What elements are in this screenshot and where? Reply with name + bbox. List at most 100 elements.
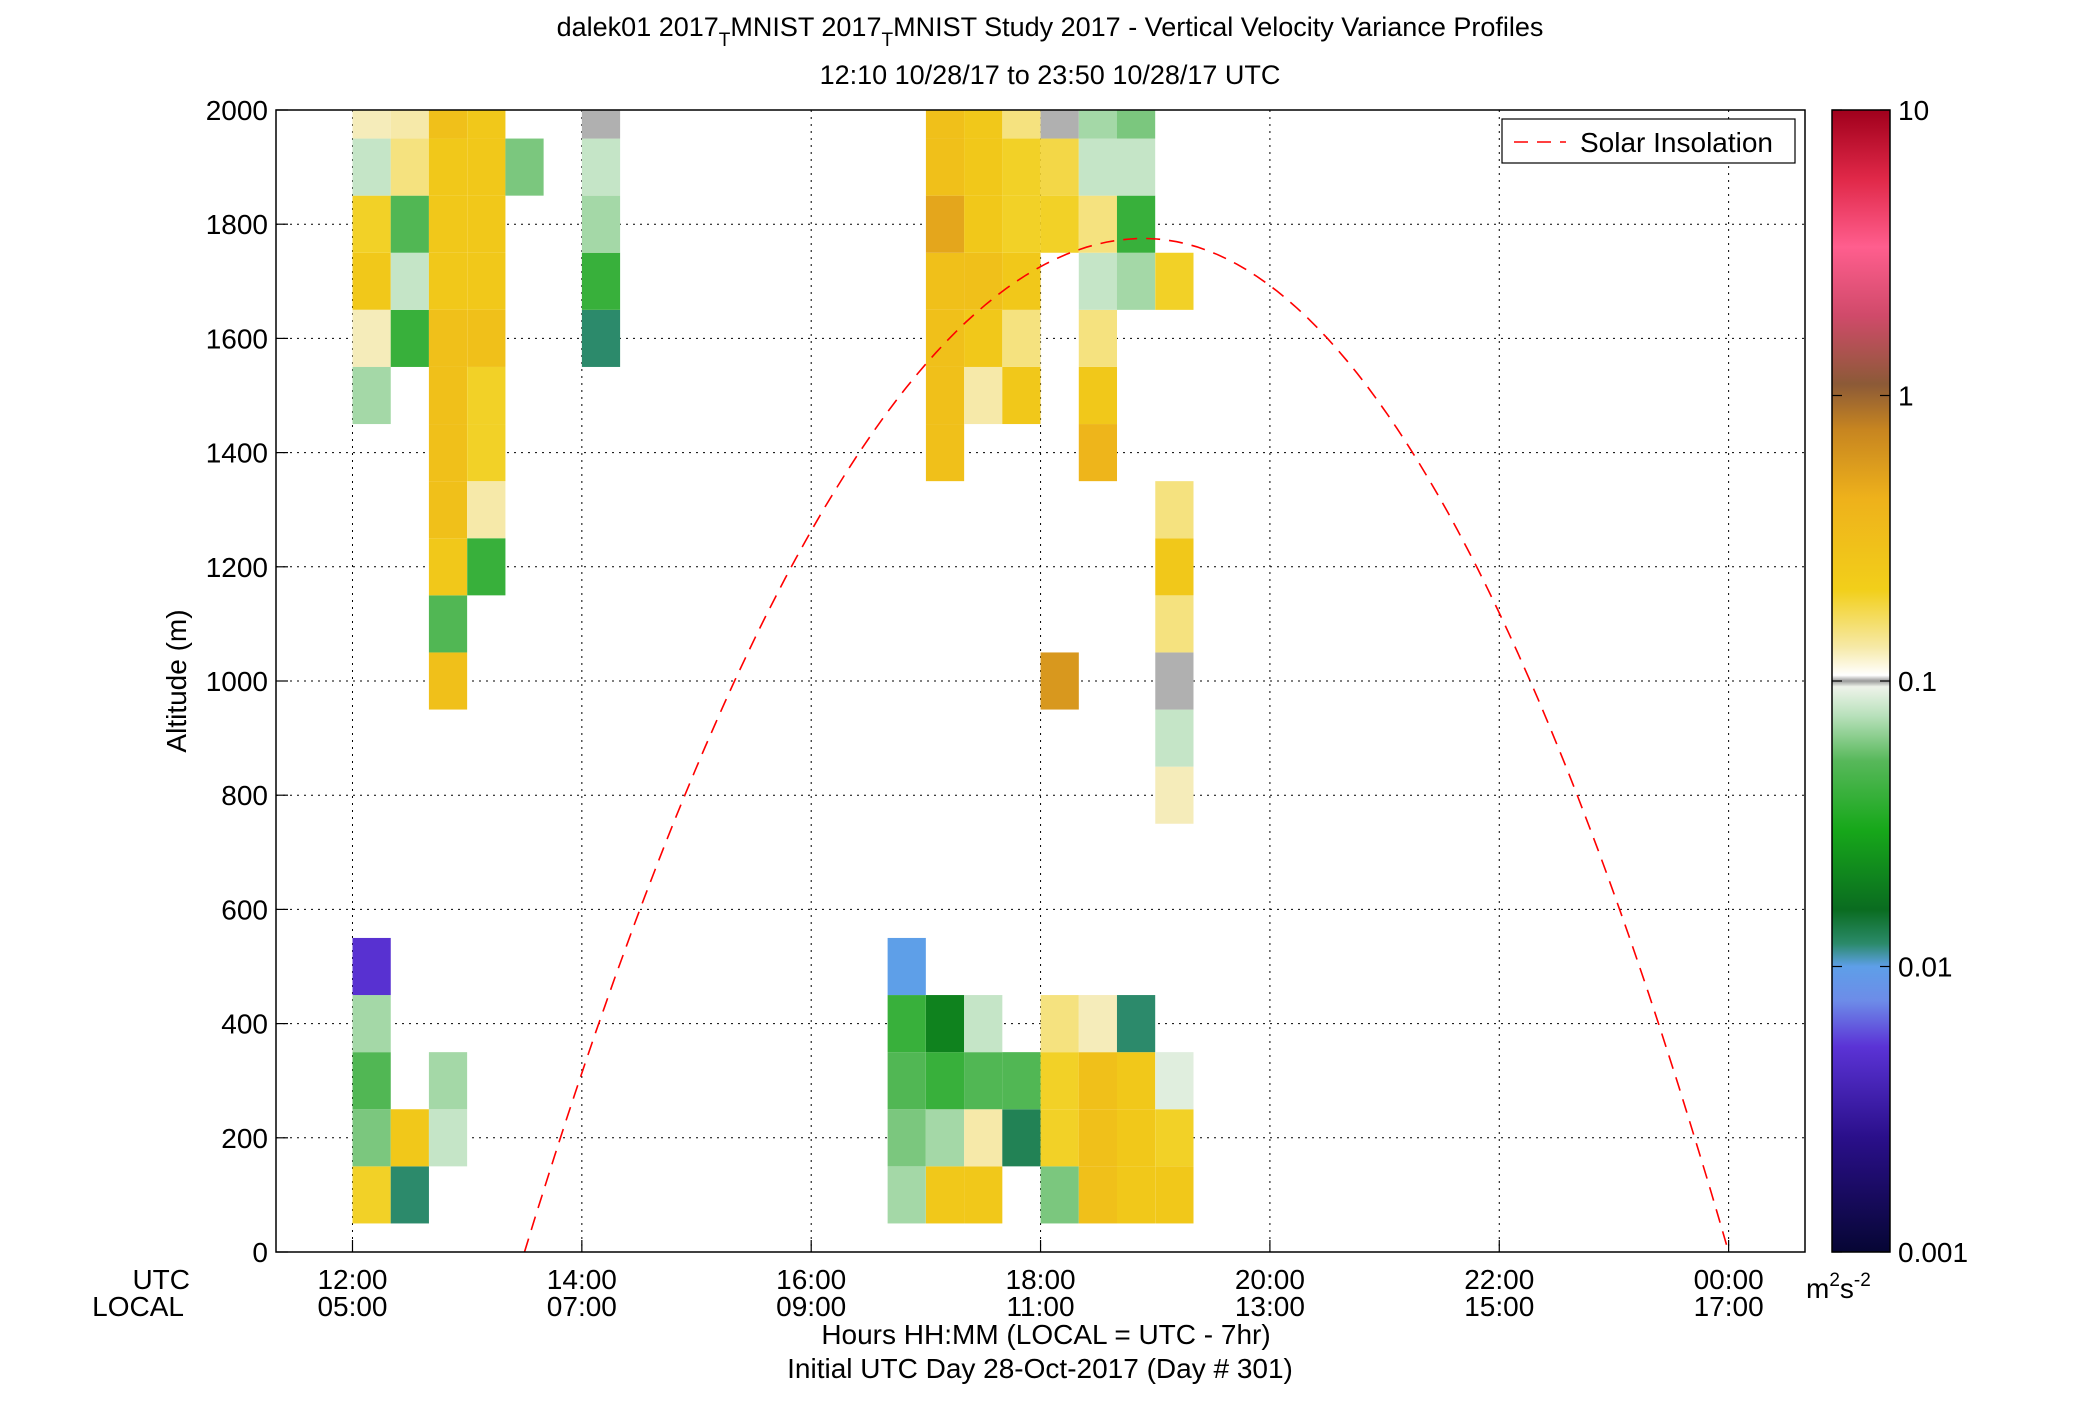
heatmap-cell [352,995,391,1053]
heatmap-cell [390,1109,429,1167]
x-tick-label-local: 13:00 [1235,1291,1305,1322]
colorbar-tick-label: 0.01 [1898,952,1953,983]
colorbar-tick-label: 1 [1898,381,1914,412]
heatmap-cell [925,1109,965,1167]
colorbar-tick-label: 10 [1898,95,1929,126]
heatmap-cell [428,481,468,539]
heatmap-cell [428,538,468,596]
heatmap-cell [925,252,965,310]
heatmap-cell [1155,538,1194,596]
heatmap-cell [390,195,429,253]
heatmap-cell [581,195,621,253]
heatmap-cell [925,995,965,1053]
heatmap-cell [964,309,1003,367]
heatmap-cell [1040,110,1079,139]
heatmap-cell [1078,252,1118,310]
heatmap-cell [1040,652,1079,710]
title-part-2: MNIST 2017 [730,12,881,42]
heatmap-cell [1002,309,1041,367]
x-tick-label-utc: 22:00 [1464,1264,1534,1295]
heatmap-cell [467,538,506,596]
heatmap-cell [581,309,621,367]
heatmap-cell [1078,1052,1118,1110]
heatmap-cell [581,110,621,139]
x-tick-label-local: 05:00 [317,1291,387,1322]
heatmap-cell [1078,195,1118,253]
heatmap-cell [352,1166,391,1224]
heatmap-cell [964,252,1003,310]
legend-box [1501,118,1796,164]
title-part-3: MNIST Study 2017 - Vertical Velocity Var… [893,12,1543,42]
heatmap-cell [887,995,926,1053]
heatmap-cell [964,138,1003,196]
heatmap-cell [1040,1109,1079,1167]
colorbar-ticks: 10 1 0.1 0.01 0.001 [1832,95,1968,1268]
units-sup-1: 2 [1829,1270,1840,1291]
heatmap-cell [1116,1109,1156,1167]
heatmap-cell [1002,110,1041,139]
heatmap-cell [925,1166,965,1224]
heatmap-cell [352,309,391,367]
chart-title: dalek01 2017TMNIST 2017TMNIST Study 2017… [557,12,1544,51]
heatmap-cell [467,481,506,539]
heatmap-cell [1002,138,1041,196]
chart-subtitle: 12:10 10/28/17 to 23:50 10/28/17 UTC [820,60,1281,90]
heatmap-cell [925,309,965,367]
heatmap-cell [352,110,391,139]
heatmap-cell [1116,995,1156,1053]
heatmap-cell [467,309,506,367]
heatmap-cell [1155,1166,1194,1224]
x-axis-label: Hours HH:MM (LOCAL = UTC - 7hr) [821,1319,1270,1350]
heatmap-cell [1155,652,1194,710]
colorbar-units: m2s-2 [1806,1270,1871,1304]
y-tick-label: 1800 [206,209,268,240]
x-tick-label-utc: 20:00 [1235,1264,1305,1295]
y-tick-label: 0 [252,1237,268,1268]
heatmap-cell [467,110,506,139]
x-tick-label-local: 15:00 [1464,1291,1534,1322]
heatmap-cell [352,252,391,310]
heatmap-cell [390,252,429,310]
heatmap-cell [428,424,468,482]
heatmap-cell [390,138,429,196]
heatmap-cell [887,1052,926,1110]
heatmap-cell [1155,595,1194,653]
footer-text: Initial UTC Day 28-Oct-2017 (Day # 301) [787,1353,1293,1384]
heatmap-cell [1002,366,1041,425]
solar-insolation-curve [523,237,1730,1253]
heatmap-cell [1040,995,1079,1053]
heatmap-cell [1116,195,1156,253]
heatmap-cell [428,138,468,196]
heatmap-cell [390,309,429,367]
heatmap-cell [467,366,506,425]
heatmap-cell [1155,1052,1194,1110]
heatmap-cell [964,1052,1003,1110]
heatmap-cell [428,652,468,710]
heatmap-cell [467,424,506,482]
heatmap-cell [1078,138,1118,196]
heatmap-cell [1078,1109,1118,1167]
heatmap-cell [352,366,391,425]
y-axis-label: Altitude (m) [161,609,192,752]
heatmap-cell [1078,424,1118,482]
heatmap-cell [964,110,1003,139]
y-tick-label: 800 [221,780,268,811]
heatmap-cell [1078,995,1118,1053]
heatmap-cell [428,595,468,653]
heatmap-cell [964,1109,1003,1167]
x-row-label-local: LOCAL [92,1291,184,1322]
heatmap-cell [428,1109,468,1167]
heatmap-cell [1155,766,1194,824]
colorbar-tick-label: 0.1 [1898,666,1937,697]
y-ticks: 0 200 400 600 800 1000 1200 1400 1600 1800 2000 [206,95,288,1268]
heatmap-cells [352,110,1194,1224]
heatmap-cell [1002,252,1041,310]
heatmap-cell [1040,138,1079,196]
title-subscript-1: T [719,30,731,51]
heatmap-cell [390,1166,429,1224]
x-tick-label-utc: 12:00 [317,1264,387,1295]
heatmap-cell [1040,195,1079,253]
heatmap-cell [1002,1109,1041,1167]
heatmap-cell [1002,1052,1041,1110]
heatmap-cell [428,252,468,310]
